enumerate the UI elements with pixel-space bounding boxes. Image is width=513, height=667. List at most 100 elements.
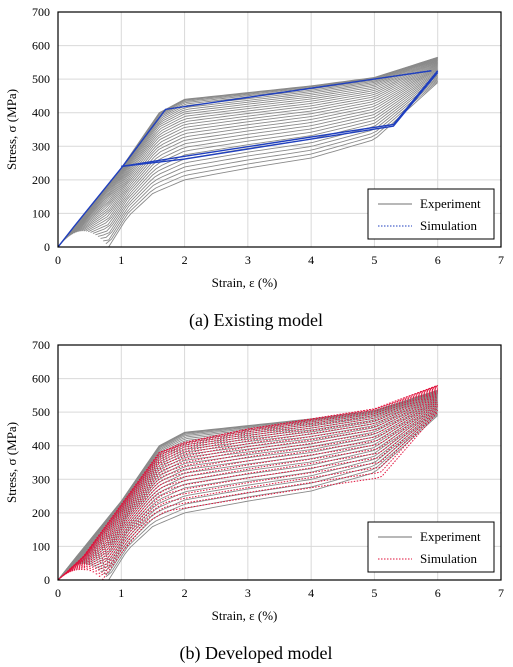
experiment-curve xyxy=(65,60,438,239)
simulation-curve xyxy=(73,394,438,572)
experiment-curve xyxy=(108,415,439,580)
simulation-curve xyxy=(59,386,438,579)
experiment-curve xyxy=(97,76,438,237)
x-tick-label: 6 xyxy=(435,586,441,600)
experiment-curve xyxy=(85,70,438,232)
plot-border xyxy=(57,344,502,581)
simulation-curve xyxy=(83,400,439,571)
x-tick-label: 5 xyxy=(371,586,377,600)
legend-label-simulation: Simulation xyxy=(420,551,478,566)
x-tick-label: 3 xyxy=(245,586,251,600)
x-tick-label: 7 xyxy=(498,253,504,267)
experiment-curve xyxy=(90,73,438,233)
plot-area xyxy=(58,384,439,580)
experiment-curve xyxy=(88,71,438,233)
simulation-curve xyxy=(92,405,439,573)
legend-label-experiment: Experiment xyxy=(420,196,481,211)
simulation-curve xyxy=(89,404,439,572)
legend-label-simulation: Simulation xyxy=(420,218,478,233)
y-tick-label: 200 xyxy=(32,173,50,187)
chart-panel-2: 0 1 2 3 4 5 6 7 0 100 200 300 400 500 600 700 Strain, ε … xyxy=(4,338,504,664)
y-tick-label: 300 xyxy=(32,472,50,486)
panel-caption: (b) Developed model xyxy=(180,643,333,664)
x-tick-label: 7 xyxy=(498,586,504,600)
experiment-curve xyxy=(59,57,438,245)
simulation-curve xyxy=(80,398,439,571)
experiment-curve xyxy=(105,80,439,245)
y-tick-label: 700 xyxy=(32,338,50,352)
x-tick-label: 1 xyxy=(118,253,124,267)
simulation-curve xyxy=(58,70,432,247)
x-axis-label: Strain, ε (%) xyxy=(212,275,278,290)
experiment-curve xyxy=(73,397,438,567)
experiment-curve xyxy=(61,58,438,243)
simulation-curve xyxy=(75,395,438,571)
y-tick-label: 0 xyxy=(44,240,50,254)
experiment-curve xyxy=(79,400,438,565)
experiment-curve xyxy=(83,69,438,232)
chart-panel-1: 0 1 2 3 4 5 6 7 0 100 200 300 400 500 600 700 Strain, ε … xyxy=(4,5,504,331)
simulation-curve xyxy=(78,397,439,571)
legend-box xyxy=(367,521,495,573)
x-tick-label: 2 xyxy=(182,253,188,267)
experiment-curve xyxy=(66,61,438,238)
experiment-curve xyxy=(77,66,438,233)
y-tick-label: 600 xyxy=(32,39,50,53)
y-tick-label: 500 xyxy=(32,405,50,419)
experiment-curve xyxy=(103,412,438,575)
x-axis-label: Strain, ε (%) xyxy=(212,608,278,623)
experiment-curve xyxy=(90,406,438,566)
legend: Experiment Simulation xyxy=(367,188,495,240)
simulation-curve xyxy=(60,386,438,578)
experiment-curve xyxy=(97,409,438,570)
y-tick-label: 300 xyxy=(32,139,50,153)
experiment-curve xyxy=(75,398,438,566)
panel-caption: (a) Existing model xyxy=(189,310,323,331)
experiment-curve xyxy=(62,59,438,242)
legend: Experiment Simulation xyxy=(367,521,495,573)
experiment-curve xyxy=(68,62,438,237)
y-tick-label: 200 xyxy=(32,506,50,520)
simulation-curve xyxy=(65,389,438,575)
simulation-curve xyxy=(86,402,439,571)
simulation-curve xyxy=(98,409,439,578)
x-tick-label: 4 xyxy=(308,253,314,267)
y-tick-label: 600 xyxy=(32,372,50,386)
x-tick-label: 3 xyxy=(245,253,251,267)
experiment-curve xyxy=(105,413,439,578)
plot-border xyxy=(57,11,502,248)
experiment-curve xyxy=(108,82,439,247)
experiment-curve xyxy=(83,402,438,565)
simulation-curve xyxy=(63,388,438,576)
y-tick-label: 700 xyxy=(32,5,50,19)
y-tick-label: 400 xyxy=(32,106,50,120)
simulation-curve xyxy=(71,393,438,572)
legend-label-experiment: Experiment xyxy=(420,529,481,544)
experiment-curve xyxy=(92,407,438,567)
y-axis-label: Stress, σ (MPa) xyxy=(4,89,19,170)
x-tick-label: 0 xyxy=(55,586,61,600)
x-tick-label: 2 xyxy=(182,586,188,600)
experiment-curve xyxy=(71,63,438,235)
y-tick-label: 400 xyxy=(32,439,50,453)
experiment-curve xyxy=(75,65,438,233)
simulation-curve xyxy=(121,71,439,168)
simulation-curve xyxy=(121,70,439,168)
experiment-curve xyxy=(73,64,438,234)
experiment-curve xyxy=(79,67,438,232)
experiment-curve xyxy=(81,401,438,565)
simulation-curve xyxy=(69,391,438,573)
simulation-curve xyxy=(58,384,438,580)
experiment-curve xyxy=(92,74,438,234)
x-tick-label: 5 xyxy=(371,253,377,267)
y-tick-label: 100 xyxy=(32,539,50,553)
x-tick-label: 4 xyxy=(308,586,314,600)
legend-box xyxy=(367,188,495,240)
simulation-curve xyxy=(62,387,438,577)
experiment-curve xyxy=(64,60,438,241)
x-tick-label: 6 xyxy=(435,253,441,267)
y-axis-label: Stress, σ (MPa) xyxy=(4,422,19,503)
simulation-curve xyxy=(67,390,438,574)
y-tick-label: 500 xyxy=(32,72,50,86)
